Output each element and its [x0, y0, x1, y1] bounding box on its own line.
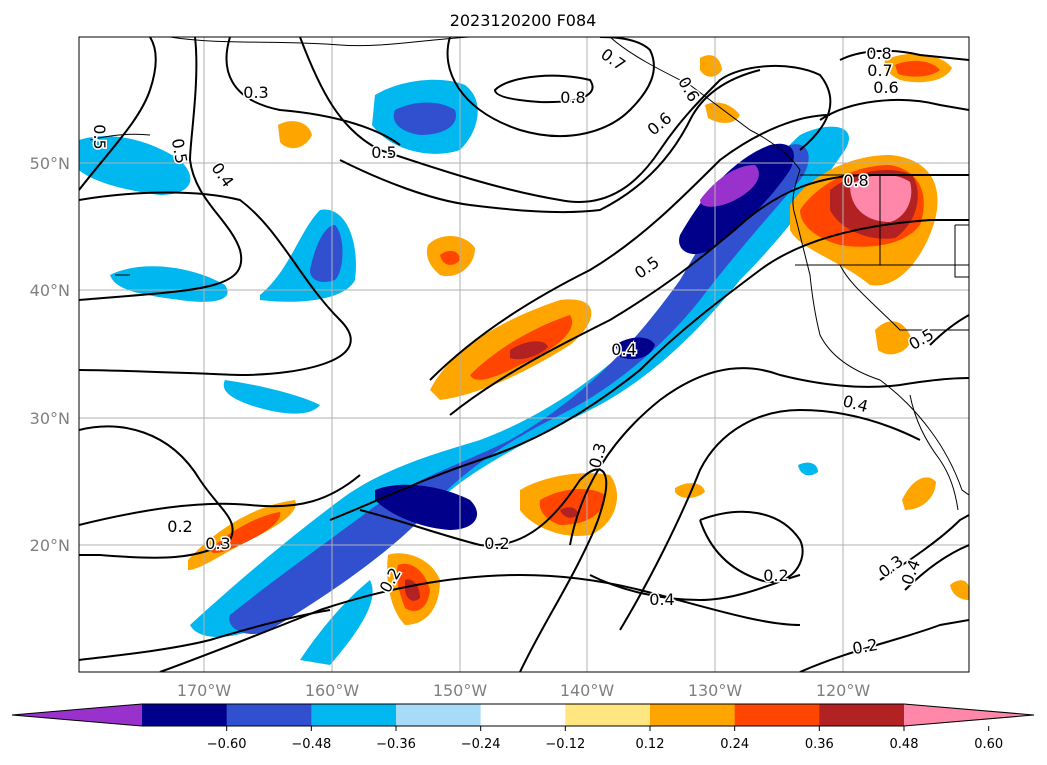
contour-label: 0.2 — [763, 566, 788, 585]
positive-blob-tropical-core — [560, 507, 578, 518]
positive-blob-alaska — [700, 55, 722, 77]
positive-blob-small-trop — [675, 483, 705, 498]
colorbar-segment — [565, 704, 651, 726]
longitude-labels: 170°W 160°W 150°W 140°W 130°W 120°W — [177, 681, 871, 700]
colorbar-outline — [11, 703, 1035, 727]
contour-label: 0.4 — [649, 590, 674, 609]
lon-label-120w: 120°W — [816, 681, 871, 700]
colorbar-tick-label: 0.12 — [636, 737, 665, 752]
contour-label: 0.5 — [168, 137, 191, 165]
colorbar-segment — [311, 704, 397, 726]
negative-blob-central-core — [310, 225, 343, 282]
colorbar-tick-label: 0.24 — [720, 737, 749, 752]
negative-blob-west — [79, 136, 191, 195]
negative-blob-gulf-alaska-core — [393, 102, 456, 135]
negative-blob-small — [798, 462, 818, 476]
contour-label: 0.2 — [167, 517, 192, 536]
contour-label: 0.5 — [371, 143, 396, 162]
contour-label: 0.2 — [851, 635, 879, 658]
colorbar-segment — [819, 704, 905, 726]
positive-blob-baja — [902, 477, 936, 510]
colorbar-segment — [142, 704, 228, 726]
contour-label: 0.3 — [243, 83, 268, 102]
colorbar-tick-label: −0.60 — [207, 737, 247, 752]
lon-label-160w: 160°W — [305, 681, 360, 700]
map-frame — [78, 36, 970, 673]
colorbar-tick-label: −0.24 — [461, 737, 501, 752]
contour-label: 0.6 — [873, 78, 898, 97]
lon-label-150w: 150°W — [433, 681, 488, 700]
colorbar: −0.60 −0.48 −0.36 −0.24 −0.12 0.12 0.24 0.36 0.4… — [11, 703, 1035, 752]
negative-band-mid — [229, 144, 809, 635]
lon-label-130w: 130°W — [688, 681, 743, 700]
lon-label-140w: 140°W — [560, 681, 615, 700]
lat-label-20n: 20°N — [30, 536, 70, 555]
colorbar-tick-label: 0.36 — [805, 737, 834, 752]
negative-blob-sw — [223, 380, 320, 414]
colorbar-extend-min — [12, 704, 142, 726]
positive-blob-alaska-2 — [705, 102, 740, 123]
colorbar-tick-label: −0.36 — [376, 737, 416, 752]
colorbar-tick-label: 0.60 — [974, 737, 1003, 752]
lat-label-30n: 30°N — [30, 409, 70, 428]
graticule — [79, 37, 969, 672]
contour-label: 0.5 — [90, 124, 109, 149]
negative-patch-hawaii — [375, 484, 478, 530]
lat-label-50n: 50°N — [30, 154, 70, 173]
positive-blob-canada-core — [895, 60, 940, 77]
positive-blob-east — [950, 580, 969, 600]
map-title: 2023120200 F084 — [450, 11, 597, 30]
positive-blob-nw-band-core — [510, 341, 548, 360]
colorbar-segment — [650, 704, 736, 726]
contour-label: 0.8 — [866, 44, 891, 63]
colorbar-segment — [396, 704, 482, 726]
colorbar-tick-label: −0.12 — [545, 737, 585, 752]
colorbar-segment — [480, 704, 566, 726]
colorbar-tick-label: −0.48 — [291, 737, 331, 752]
colorbar-segment — [734, 704, 820, 726]
contour-label: 0.8 — [843, 171, 868, 190]
negative-blob-south — [300, 580, 373, 665]
positive-blob-tropical-inner — [539, 488, 605, 525]
contour-label: 0.8 — [560, 88, 585, 107]
latitude-labels: 50°N 40°N 30°N 20°N — [30, 154, 70, 555]
contour-label: 0.3 — [205, 534, 230, 553]
colorbar-tick-label: 0.48 — [890, 737, 919, 752]
contour-label: 0.4 — [611, 340, 636, 359]
positive-blob-central-core — [440, 250, 460, 265]
contour-label: 0.2 — [484, 534, 509, 553]
positive-blob-nw-small — [278, 121, 312, 149]
negative-patch-mid — [615, 337, 655, 360]
positive-blob-us-max — [850, 174, 912, 222]
lon-label-170w: 170°W — [177, 681, 232, 700]
negative-blob-west-2 — [110, 266, 228, 302]
contour-label: 0.7 — [867, 61, 892, 80]
colorbar-extend-max — [904, 704, 1034, 726]
map-area: 0.3 0.5 0.4 0.5 0.7 0.8 0.6 0.5 0.8 0.7 … — [79, 37, 969, 672]
contour-lines — [79, 37, 969, 672]
colorbar-segment — [226, 704, 312, 726]
lat-label-40n: 40°N — [30, 281, 70, 300]
